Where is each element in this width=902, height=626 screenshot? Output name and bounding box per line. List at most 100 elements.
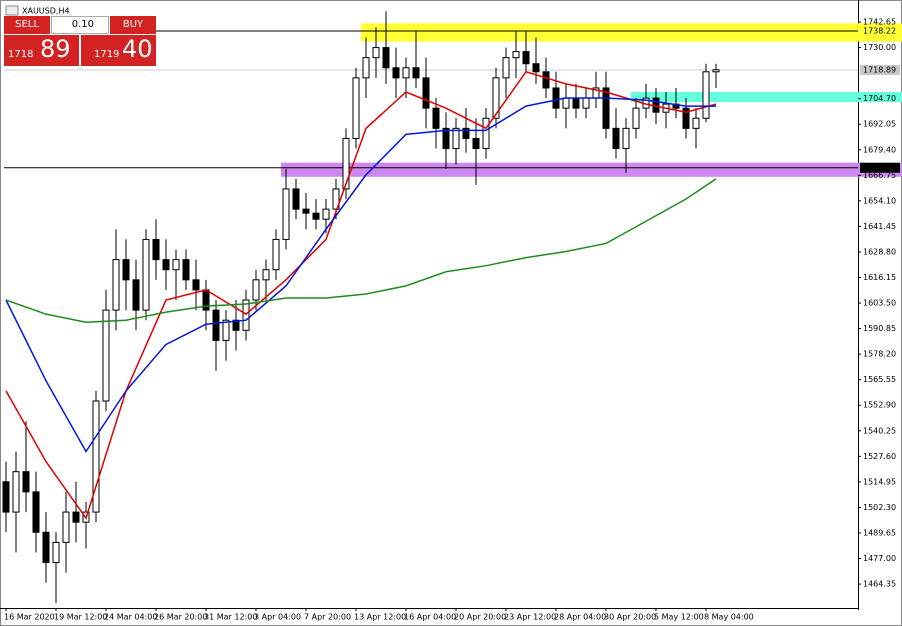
candle-body bbox=[352, 77, 360, 139]
candle-body bbox=[412, 67, 420, 79]
y-tick-label: 1628.80 bbox=[863, 247, 896, 256]
candle-body bbox=[602, 87, 610, 129]
sell-button[interactable]: SELL bbox=[4, 16, 50, 34]
candle-body bbox=[92, 400, 100, 513]
candle-body bbox=[522, 51, 530, 65]
candle-body bbox=[372, 47, 380, 59]
symbol-icon bbox=[5, 5, 19, 16]
buy-price[interactable]: 1719 40 bbox=[81, 35, 156, 66]
trade-panel: SELL 0.10 BUY 1718 89 1719 40 bbox=[4, 16, 156, 66]
y-tick-label: 1540.25 bbox=[863, 426, 896, 435]
x-tick-label: 26 Mar 20:00 bbox=[154, 613, 207, 622]
candle-body bbox=[42, 531, 50, 564]
candle-body bbox=[532, 63, 540, 73]
candle-body bbox=[472, 137, 480, 150]
y-tick-label: 1527.60 bbox=[863, 452, 896, 461]
candle-body bbox=[512, 51, 520, 59]
y-tick-label: 1603.50 bbox=[863, 299, 896, 308]
volume-input[interactable]: 0.10 bbox=[51, 16, 109, 34]
candle-body bbox=[282, 188, 290, 240]
y-tick-label: 1578.20 bbox=[863, 350, 896, 359]
y-tick-label: 1666.75 bbox=[863, 171, 896, 180]
candle-body bbox=[482, 117, 490, 150]
candle-body bbox=[552, 87, 560, 109]
x-tick-label: 7 Apr 20:00 bbox=[304, 613, 351, 622]
x-tick-label: 8 May 04:00 bbox=[704, 613, 754, 622]
candle-body bbox=[382, 47, 390, 69]
x-tick-label: 3 Apr 04:00 bbox=[254, 613, 301, 622]
candle-body bbox=[332, 188, 340, 210]
chart-title: XAUUSD,H4 bbox=[22, 7, 70, 16]
candle-body bbox=[632, 107, 640, 129]
x-tick-label: 5 May 12:00 bbox=[654, 613, 704, 622]
candle-body bbox=[712, 69, 720, 73]
candle-body bbox=[302, 208, 310, 214]
candle-body bbox=[342, 137, 350, 190]
candle-body bbox=[162, 259, 170, 271]
level-label-box bbox=[860, 25, 900, 36]
y-tick-label: 1730.00 bbox=[863, 43, 896, 52]
candle-body bbox=[182, 259, 190, 281]
candle-body bbox=[502, 57, 510, 79]
candle-body bbox=[432, 107, 440, 129]
moving-average bbox=[5, 97, 716, 453]
candle-body bbox=[52, 541, 60, 564]
buy-button[interactable]: BUY bbox=[110, 16, 156, 34]
candle-body bbox=[422, 77, 430, 109]
x-tick-label: 28 Apr 04:00 bbox=[554, 613, 606, 622]
sell-price-big: 89 bbox=[40, 35, 71, 63]
candle-body bbox=[262, 269, 270, 281]
candle-body bbox=[492, 77, 500, 119]
candle-body bbox=[312, 212, 320, 220]
x-tick-label: 31 Mar 12:00 bbox=[204, 613, 257, 622]
y-tick-label: 1477.00 bbox=[863, 554, 896, 563]
zone bbox=[361, 23, 902, 42]
candle-body bbox=[392, 67, 400, 79]
candle-body bbox=[462, 127, 470, 139]
last-price-label: 1718.89 bbox=[863, 66, 896, 75]
candle-body bbox=[612, 127, 620, 150]
candle-body bbox=[172, 259, 180, 271]
candle-body bbox=[22, 471, 30, 493]
candle-body bbox=[252, 279, 260, 301]
zone bbox=[631, 91, 902, 103]
candle-body bbox=[132, 279, 140, 311]
y-tick-label: 1641.45 bbox=[863, 222, 896, 231]
level-label: 1738.22 bbox=[863, 26, 896, 35]
candle-body bbox=[152, 238, 160, 261]
candle-body bbox=[232, 319, 240, 331]
candle-body bbox=[362, 57, 370, 79]
y-tick-label: 1590.85 bbox=[863, 324, 896, 333]
x-tick-label: 30 Apr 20:00 bbox=[604, 613, 656, 622]
x-tick-label: 23 Apr 12:00 bbox=[504, 613, 556, 622]
last-price-box bbox=[860, 65, 900, 76]
candle-body bbox=[562, 97, 570, 109]
candle-body bbox=[452, 127, 460, 150]
sell-price[interactable]: 1718 89 bbox=[4, 35, 79, 66]
candle-body bbox=[192, 279, 200, 291]
candle-body bbox=[32, 491, 40, 533]
buy-price-small: 1719 bbox=[94, 49, 120, 60]
sell-price-small: 1718 bbox=[8, 49, 34, 60]
candle-body bbox=[402, 67, 410, 79]
x-tick-label: 13 Apr 12:00 bbox=[354, 613, 406, 622]
candle-body bbox=[2, 481, 10, 513]
x-tick-label: 24 Mar 04:00 bbox=[104, 613, 157, 622]
candle-body bbox=[442, 127, 450, 150]
x-tick-label: 16 Apr 04:00 bbox=[404, 613, 456, 622]
candle-body bbox=[692, 117, 700, 129]
y-tick-label: 1514.95 bbox=[863, 477, 896, 486]
candle-body bbox=[322, 208, 330, 220]
y-tick-label: 1489.65 bbox=[863, 528, 896, 537]
level-label-box bbox=[860, 162, 900, 173]
candle-body bbox=[542, 71, 550, 89]
level-label: 1670.49 bbox=[863, 163, 896, 172]
candle-body bbox=[582, 97, 590, 109]
y-tick-label: 1616.15 bbox=[863, 273, 896, 282]
candle-body bbox=[222, 319, 230, 341]
candle-body bbox=[102, 309, 110, 402]
y-tick-label: 1552.90 bbox=[863, 401, 896, 410]
candle-body bbox=[72, 511, 80, 523]
y-tick-label: 1742.65 bbox=[863, 18, 896, 27]
